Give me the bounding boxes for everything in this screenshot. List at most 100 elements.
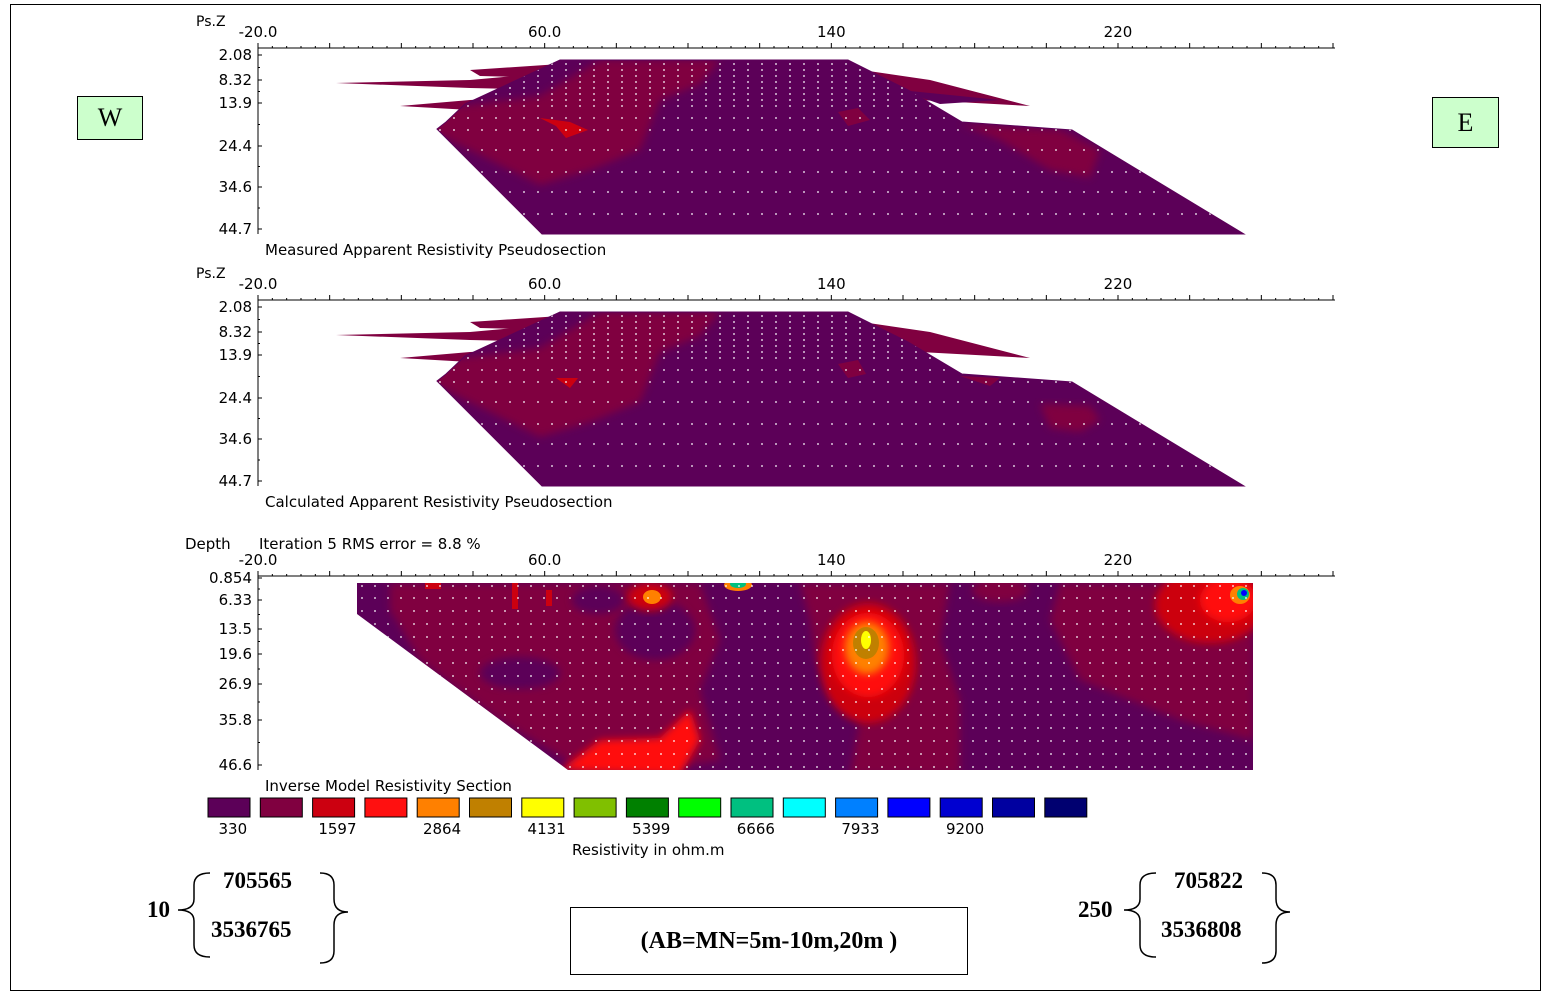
datum-point xyxy=(426,766,428,768)
datum-point xyxy=(1055,443,1057,445)
datum-point xyxy=(705,87,707,89)
datum-point xyxy=(1139,171,1141,173)
datum-point xyxy=(663,149,665,151)
datum-point xyxy=(1027,465,1029,467)
datum-point xyxy=(465,727,467,729)
datum-point xyxy=(465,740,467,742)
datum-point xyxy=(621,688,623,690)
datum-point xyxy=(816,740,818,742)
datum-point xyxy=(1111,191,1113,193)
datum-point xyxy=(593,105,595,107)
datum-point xyxy=(1128,740,1130,742)
datum-point xyxy=(467,69,469,71)
datum-point xyxy=(1089,649,1091,651)
datum-point xyxy=(998,675,1000,677)
datum-point xyxy=(439,585,441,587)
datum-point xyxy=(1237,443,1239,445)
datum-point xyxy=(673,585,675,587)
datum-point xyxy=(873,117,875,119)
datum-point xyxy=(1223,117,1225,119)
datum-point xyxy=(556,662,558,664)
datum-point xyxy=(465,610,467,612)
datum-point xyxy=(677,75,679,77)
datum-point xyxy=(845,129,847,131)
datum-point xyxy=(868,636,870,638)
datum-point xyxy=(1024,766,1026,768)
datum-point xyxy=(1037,753,1039,755)
datum-point xyxy=(491,649,493,651)
datum-point xyxy=(1069,357,1071,359)
datum-point xyxy=(649,171,651,173)
datum-point xyxy=(495,369,497,371)
datum-point xyxy=(491,662,493,664)
datum-point xyxy=(495,171,497,173)
datum-point xyxy=(845,321,847,323)
datum-point xyxy=(1223,75,1225,77)
datum-point xyxy=(1063,766,1065,768)
datum-point xyxy=(894,701,896,703)
datum-point xyxy=(1097,171,1099,173)
datum-point xyxy=(478,636,480,638)
datum-point xyxy=(621,63,623,65)
datum-point xyxy=(1219,623,1221,625)
datum-point xyxy=(1180,623,1182,625)
datum-point xyxy=(881,753,883,755)
datum-point xyxy=(1125,63,1127,65)
datum-point xyxy=(999,333,1001,335)
datum-point xyxy=(915,63,917,65)
datum-point xyxy=(1223,423,1225,425)
datum-point xyxy=(1180,727,1182,729)
datum-point xyxy=(634,597,636,599)
datum-point xyxy=(635,443,637,445)
datum-point xyxy=(816,701,818,703)
datum-point xyxy=(817,191,819,193)
datum-point xyxy=(1195,315,1197,317)
datum-point xyxy=(1069,171,1071,173)
datum-point xyxy=(831,381,833,383)
datum-point xyxy=(972,714,974,716)
datum-point xyxy=(691,401,693,403)
datum-point xyxy=(1153,99,1155,101)
datum-point xyxy=(1013,63,1015,65)
datum-point xyxy=(530,740,532,742)
datum-point xyxy=(845,357,847,359)
datum-point xyxy=(556,610,558,612)
datum-point xyxy=(607,69,609,71)
datum-point xyxy=(551,117,553,119)
datum-point xyxy=(1128,727,1130,729)
datum-point xyxy=(649,369,651,371)
datum-point xyxy=(831,87,833,89)
datum-point xyxy=(1069,401,1071,403)
datum-point xyxy=(1237,87,1239,89)
datum-point xyxy=(569,675,571,677)
datum-point xyxy=(426,740,428,742)
datum-point xyxy=(595,766,597,768)
datum-point xyxy=(1154,662,1156,664)
datum-point xyxy=(579,465,581,467)
datum-point xyxy=(829,585,831,587)
datum-point xyxy=(1013,117,1015,119)
datum-point xyxy=(873,191,875,193)
datum-point xyxy=(1125,333,1127,335)
datum-point xyxy=(1154,753,1156,755)
datum-point xyxy=(1153,191,1155,193)
datum-point xyxy=(593,213,595,215)
datum-point xyxy=(764,610,766,612)
datum-point xyxy=(1128,675,1130,677)
datum-point xyxy=(565,465,567,467)
datum-point xyxy=(1097,149,1099,151)
datum-point xyxy=(569,766,571,768)
datum-point xyxy=(1027,369,1029,371)
datum-point xyxy=(712,662,714,664)
x-tick-label: 60.0 xyxy=(528,551,561,569)
datum-point xyxy=(971,63,973,65)
datum-point xyxy=(998,727,1000,729)
datum-point xyxy=(915,357,917,359)
datum-point xyxy=(634,740,636,742)
datum-point xyxy=(635,87,637,89)
datum-point xyxy=(660,623,662,625)
datum-point xyxy=(725,766,727,768)
datum-point xyxy=(719,87,721,89)
datum-point xyxy=(777,701,779,703)
datum-point xyxy=(747,345,749,347)
